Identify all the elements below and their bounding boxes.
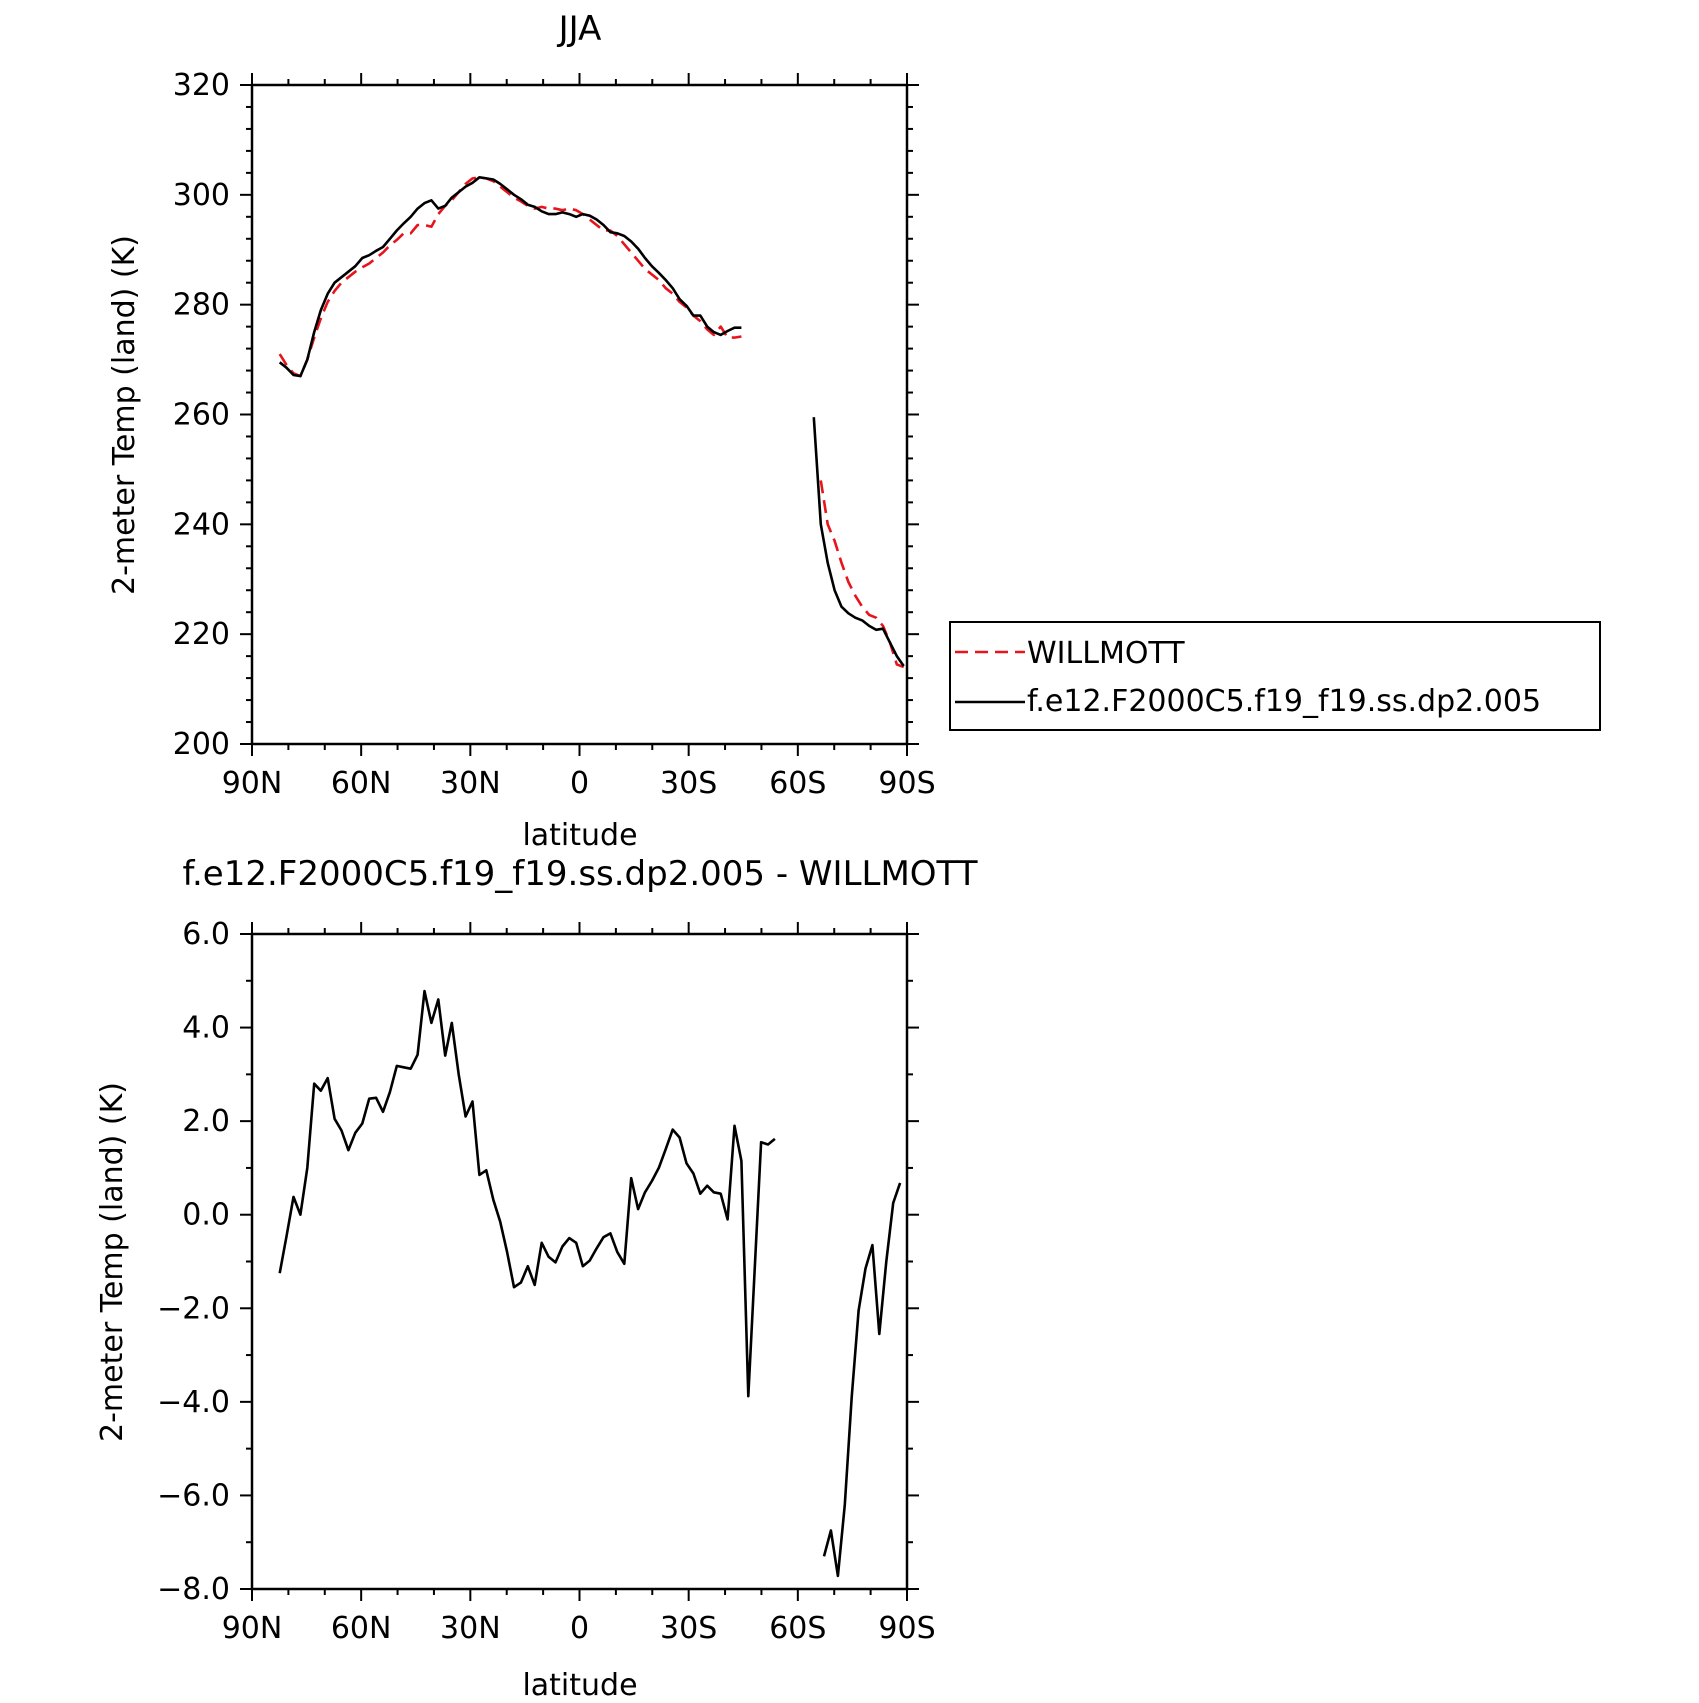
top-chart-series-0-segment-1	[819, 480, 905, 669]
bottom-chart-series-0-segment-1	[822, 1182, 902, 1578]
bottom-chart-x-tick-label: 0	[570, 1611, 589, 1646]
bottom-chart-x-tick-label: 90S	[878, 1611, 935, 1646]
top-chart-series-0-segment-0	[278, 176, 742, 378]
top-chart-x-tick-label: 90N	[222, 766, 283, 801]
bottom-chart-series-0-segment-0	[278, 989, 776, 1398]
bottom-chart-x-tick-label: 60N	[331, 1611, 392, 1646]
top-chart-y-axis-label: 2-meter Temp (land) (K)	[107, 235, 142, 595]
legend-box	[949, 621, 1601, 731]
top-chart-legend: WILLMOTT f.e12.F2000C5.f19_f19.ss.dp2.00…	[949, 621, 1601, 731]
top-chart-title: JJA	[557, 9, 602, 49]
bottom-chart-y-tick-label: −2.0	[157, 1291, 230, 1326]
bottom-chart-x-axis-label: latitude	[522, 1668, 637, 1703]
top-chart-series-1-segment-1	[812, 417, 905, 667]
legend-label-willmott: WILLMOTT	[1027, 636, 1185, 671]
top-chart-x-tick-label: 30N	[440, 766, 501, 801]
top-chart-y-tick-label: 200	[173, 727, 230, 762]
top-chart-series-group	[278, 176, 905, 669]
bottom-chart-series-group	[278, 989, 902, 1578]
top-chart-y-tick-label: 240	[173, 507, 230, 542]
bottom-chart-x-tick-label: 30N	[440, 1611, 501, 1646]
top-chart-y-tick-label: 260	[173, 398, 230, 433]
top-chart-y-tick-label: 300	[173, 178, 230, 213]
bottom-chart-y-tick-label: −8.0	[157, 1572, 230, 1607]
bottom-chart-x-tick-label: 90N	[222, 1611, 283, 1646]
top-chart-y-tick-label: 220	[173, 617, 230, 652]
legend-label-model: f.e12.F2000C5.f19_f19.ss.dp2.005	[1027, 684, 1541, 719]
top-chart-x-axis-label: latitude	[522, 818, 637, 853]
bottom-chart-y-tick-label: 6.0	[182, 917, 230, 952]
bottom-chart-y-tick-label: −6.0	[157, 1478, 230, 1513]
top-chart-plot-frame	[250, 83, 909, 746]
bottom-chart-y-tick-label: −4.0	[157, 1385, 230, 1420]
top-chart-x-tick-label: 60S	[769, 766, 826, 801]
top-chart-y-tick-label: 280	[173, 288, 230, 323]
top-chart-series-1-segment-0	[278, 176, 742, 378]
bottom-chart-y-axis-label: 2-meter Temp (land) (K)	[95, 1082, 130, 1442]
top-chart-x-tick-label: 30S	[660, 766, 717, 801]
bottom-chart-plot-frame	[250, 932, 909, 1591]
bottom-chart-x-tick-label: 60S	[769, 1611, 826, 1646]
bottom-chart-y-tick-label: 0.0	[182, 1198, 230, 1233]
top-chart-y-tick-label: 320	[173, 68, 230, 103]
bottom-chart-y-tick-label: 4.0	[182, 1011, 230, 1046]
top-chart: JJA 90N 60N 30N 0 30S 60S 90S 200 220 240 260 280 30…	[107, 9, 1601, 853]
top-chart-ticks: 90N 60N 30N 0 30S 60S 90S 200 220 240 260 280 300 320	[173, 68, 936, 801]
bottom-chart-y-tick-label: 2.0	[182, 1104, 230, 1139]
bottom-chart: f.e12.F2000C5.f19_f19.ss.dp2.005 - WILLM…	[95, 854, 978, 1703]
bottom-chart-title: f.e12.F2000C5.f19_f19.ss.dp2.005 - WILLM…	[182, 854, 977, 894]
top-chart-x-tick-label: 90S	[878, 766, 935, 801]
bottom-chart-x-tick-label: 30S	[660, 1611, 717, 1646]
top-chart-x-tick-label: 60N	[331, 766, 392, 801]
bottom-chart-ticks: 90N 60N 30N 0 30S 60S 90S −8.0 −6.0 −4.0 −2.0 0.0 2.…	[157, 917, 935, 1646]
top-chart-x-tick-label: 0	[570, 766, 589, 801]
